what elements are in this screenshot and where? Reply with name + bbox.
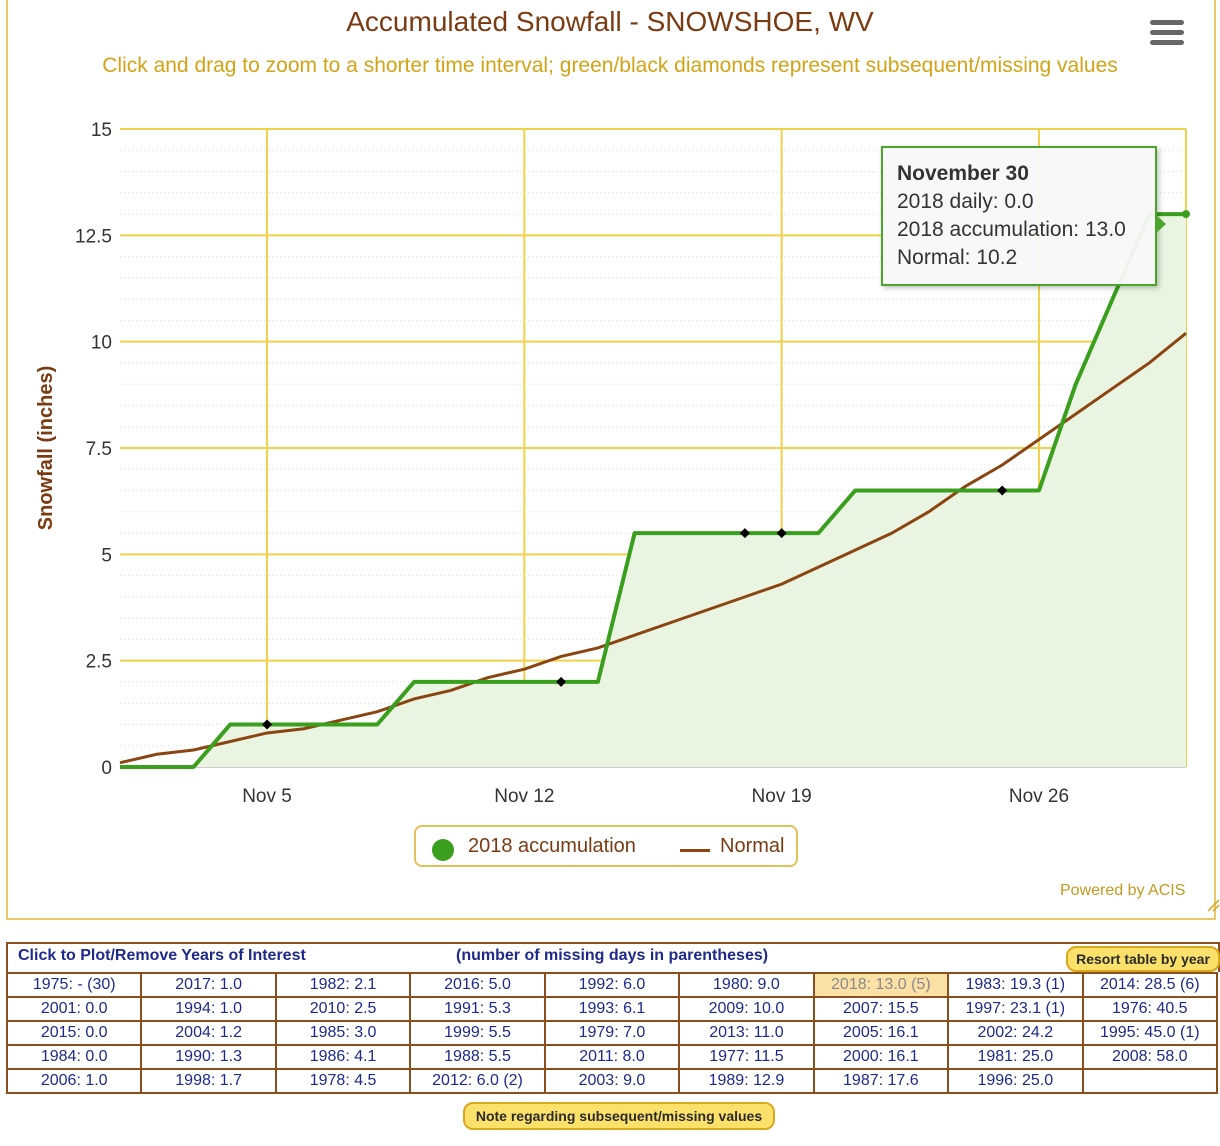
- y-tick-label: 10: [91, 333, 112, 354]
- year-cell[interactable]: 1995: 45.0 (1): [1081, 1020, 1218, 1046]
- year-cell[interactable]: 1996: 25.0: [947, 1068, 1084, 1094]
- year-cell[interactable]: 1980: 9.0: [678, 972, 815, 998]
- year-cell[interactable]: 2006: 1.0: [5, 1068, 143, 1094]
- chart-subtitle: Click and drag to zoom to a shorter time…: [102, 54, 1118, 77]
- year-cell[interactable]: 1989: 12.9: [678, 1068, 815, 1094]
- data-tooltip: November 30 2018 daily: 0.0 2018 accumul…: [881, 146, 1157, 286]
- tooltip-pointer: [1155, 214, 1166, 234]
- table-row: 2001: 0.0 1994: 1.0 2010: 2.5 1991: 5.3 1993…: [5, 996, 1218, 1022]
- year-cell[interactable]: 2007: 15.5: [812, 996, 950, 1022]
- year-cell[interactable]: 2000: 16.1: [812, 1044, 950, 1070]
- year-cell: [1081, 1068, 1218, 1094]
- year-cell[interactable]: 1976: 40.5: [1081, 996, 1218, 1022]
- hovered-point-marker[interactable]: [1182, 210, 1190, 219]
- year-cell[interactable]: 1983: 19.3 (1): [947, 972, 1084, 998]
- year-cell[interactable]: 2002: 24.2: [947, 1020, 1084, 1046]
- year-cell[interactable]: 2008: 58.0: [1081, 1044, 1218, 1070]
- year-cell[interactable]: 2013: 11.0: [678, 1020, 815, 1046]
- year-cell[interactable]: 1999: 5.5: [409, 1020, 546, 1046]
- accumulation-series-line[interactable]: [120, 212, 1186, 769]
- years-table-container: Click to Plot/Remove Years of Interest (…: [5, 942, 1220, 1094]
- x-tick-label: Nov 26: [1009, 786, 1069, 807]
- missing-value-marker[interactable]: [776, 528, 787, 539]
- year-cell[interactable]: 1992: 6.0: [543, 972, 681, 998]
- chart-plot-area[interactable]: 0 2.5 5 7.5 10 12.5 15 Nov 5 Nov 12 Nov 19 Nov 26 S…: [0, 0, 1220, 920]
- x-tick-label: Nov 19: [752, 786, 812, 807]
- y-tick-label: 2.5: [86, 652, 112, 673]
- normal-series-line[interactable]: [119, 331, 1187, 765]
- table-row: 2015: 0.0 2004: 1.2 1985: 3.0 1999: 5.5 1979…: [5, 1020, 1218, 1046]
- powered-by-link[interactable]: Powered by ACIS: [1060, 882, 1186, 899]
- missing-value-marker[interactable]: [556, 676, 567, 687]
- y-tick-label: 15: [91, 120, 112, 141]
- note-missing-values-button[interactable]: Note regarding subsequent/missing values: [463, 1102, 775, 1130]
- year-cell[interactable]: 1975: - (30): [5, 972, 143, 998]
- year-cell[interactable]: 1994: 1.0: [140, 996, 277, 1022]
- year-cell[interactable]: 1998: 1.7: [140, 1068, 277, 1094]
- year-cell[interactable]: 1985: 3.0: [274, 1020, 412, 1046]
- y-tick-label: 0: [101, 758, 112, 779]
- tooltip-normal: Normal: 10.2: [897, 246, 1018, 269]
- year-cell[interactable]: 2009: 10.0: [678, 996, 815, 1022]
- year-cell[interactable]: 1988: 5.5: [409, 1044, 546, 1070]
- y-tick-label: 7.5: [86, 439, 112, 460]
- year-cell[interactable]: 2014: 28.5 (6): [1081, 972, 1218, 998]
- year-cell[interactable]: 1987: 17.6: [812, 1068, 950, 1094]
- legend-normal-line-icon: [680, 849, 710, 852]
- year-cell[interactable]: 2005: 16.1: [812, 1020, 950, 1046]
- resort-table-button[interactable]: Resort table by year: [1066, 946, 1220, 972]
- missing-value-marker[interactable]: [739, 528, 750, 539]
- year-cell[interactable]: 2012: 6.0 (2): [409, 1068, 546, 1094]
- year-cell[interactable]: 1979: 7.0: [543, 1020, 681, 1046]
- hamburger-menu-icon[interactable]: [1150, 20, 1184, 46]
- legend-item-normal[interactable]: Normal: [720, 835, 785, 857]
- year-cell[interactable]: 1981: 25.0: [947, 1044, 1084, 1070]
- years-table-header: Click to Plot/Remove Years of Interest (…: [6, 942, 1220, 972]
- year-cell[interactable]: 2010: 2.5: [274, 996, 412, 1022]
- year-cell[interactable]: 2003: 9.0: [543, 1068, 681, 1094]
- year-cell[interactable]: 1984: 0.0: [5, 1044, 143, 1070]
- y-tick-label: 12.5: [75, 226, 112, 247]
- table-row: 1975: - (30) 2017: 1.0 1982: 2.1 2016: 5.0 1…: [5, 972, 1218, 998]
- year-cell[interactable]: 2016: 5.0: [409, 972, 546, 998]
- y-axis-label: Snowfall (inches): [35, 366, 57, 530]
- year-cell[interactable]: 1997: 23.1 (1): [947, 996, 1084, 1022]
- missing-value-marker[interactable]: [262, 719, 273, 730]
- tooltip-daily: 2018 daily: 0.0: [897, 190, 1034, 213]
- year-cell[interactable]: 2004: 1.2: [140, 1020, 277, 1046]
- x-tick-label: Nov 12: [494, 786, 554, 807]
- year-cell[interactable]: 1991: 5.3: [409, 996, 546, 1022]
- chart-legend: 2018 accumulation Normal: [414, 825, 798, 867]
- legend-item-accumulation[interactable]: 2018 accumulation: [468, 835, 636, 857]
- year-cell[interactable]: 2015: 0.0: [5, 1020, 143, 1046]
- year-cell[interactable]: 2018: 13.0 (5): [812, 972, 950, 998]
- table-row: 2006: 1.0 1998: 1.7 1978: 4.5 2012: 6.0 (2)…: [5, 1068, 1218, 1094]
- accumulation-area: [120, 214, 1186, 768]
- year-cell[interactable]: 2001: 0.0: [5, 996, 143, 1022]
- chart-title: Accumulated Snowfall - SNOWSHOE, WV: [346, 6, 874, 37]
- years-table: 1975: - (30) 2017: 1.0 1982: 2.1 2016: 5.0 1…: [5, 972, 1218, 1094]
- x-tick-label: Nov 5: [242, 786, 292, 807]
- year-cell[interactable]: 2017: 1.0: [140, 972, 277, 998]
- table-header-left: Click to Plot/Remove Years of Interest: [18, 947, 306, 964]
- missing-value-marker[interactable]: [997, 485, 1008, 496]
- y-tick-label: 5: [101, 545, 112, 566]
- year-cell[interactable]: 1982: 2.1: [274, 972, 412, 998]
- year-cell[interactable]: 1977: 11.5: [678, 1044, 815, 1070]
- table-header-center: (number of missing days in parentheses): [456, 947, 769, 964]
- year-cell[interactable]: 1986: 4.1: [274, 1044, 412, 1070]
- year-cell[interactable]: 1993: 6.1: [543, 996, 681, 1022]
- tooltip-date: November 30: [897, 162, 1029, 185]
- legend-accumulation-marker-icon: [432, 839, 454, 861]
- year-cell[interactable]: 1978: 4.5: [274, 1068, 412, 1094]
- year-cell[interactable]: 1990: 1.3: [140, 1044, 277, 1070]
- resize-handle-icon[interactable]: [1206, 898, 1220, 912]
- tooltip-accumulation: 2018 accumulation: 13.0: [897, 218, 1126, 241]
- year-cell[interactable]: 2011: 8.0: [543, 1044, 681, 1070]
- table-row: 1984: 0.0 1990: 1.3 1986: 4.1 1988: 5.5 2011…: [5, 1044, 1218, 1070]
